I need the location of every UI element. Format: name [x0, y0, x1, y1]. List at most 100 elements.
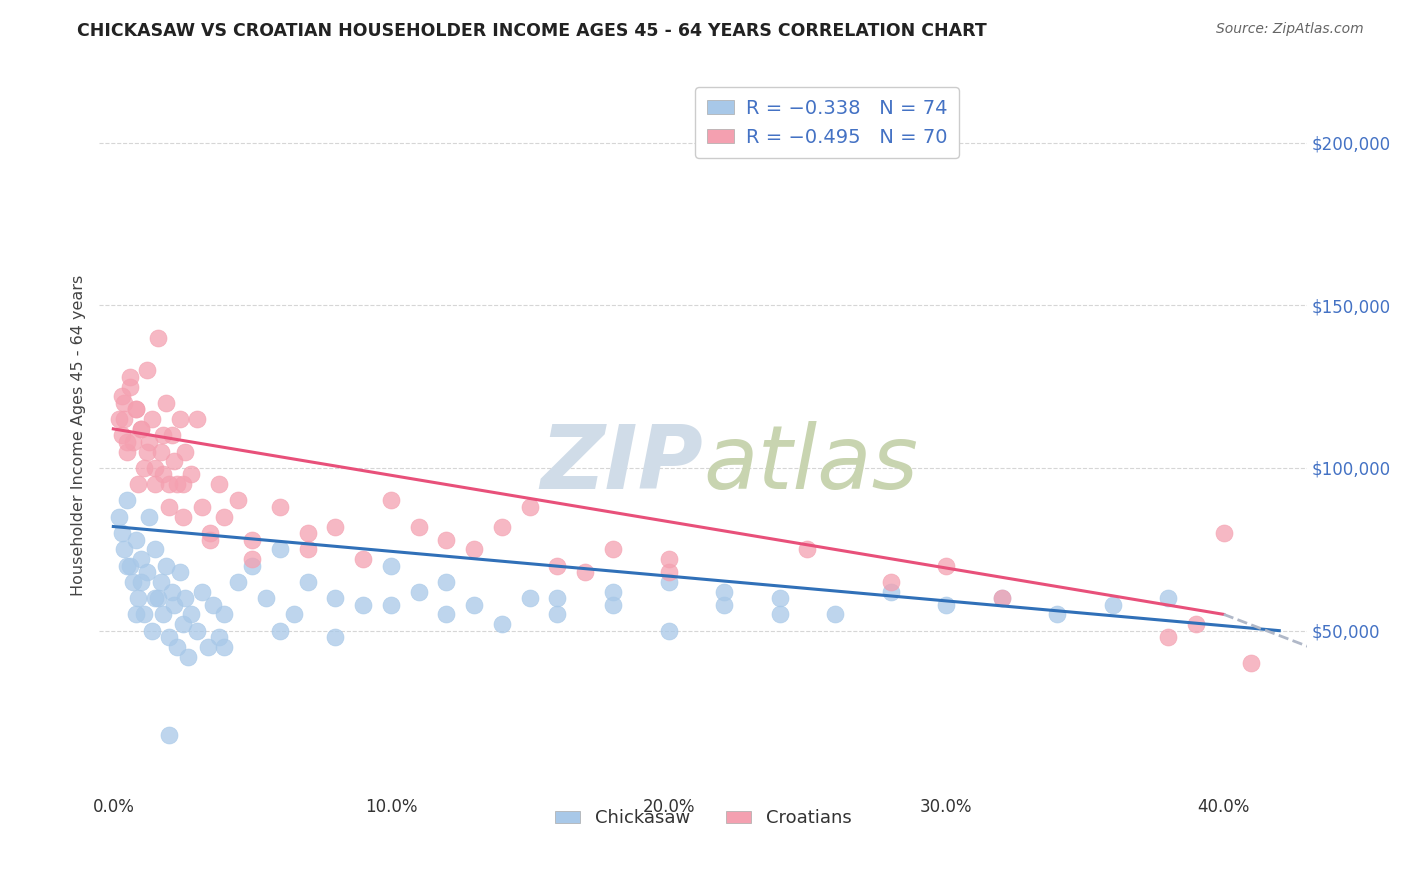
Point	[174, 591, 197, 606]
Point	[132, 607, 155, 622]
Point	[152, 467, 174, 482]
Point	[141, 624, 163, 638]
Point	[121, 434, 143, 449]
Point	[112, 396, 135, 410]
Point	[283, 607, 305, 622]
Point	[574, 565, 596, 579]
Point	[796, 542, 818, 557]
Point	[226, 574, 249, 589]
Y-axis label: Householder Income Ages 45 - 64 years: Householder Income Ages 45 - 64 years	[72, 275, 86, 596]
Point	[143, 542, 166, 557]
Point	[186, 624, 208, 638]
Point	[380, 558, 402, 573]
Point	[197, 640, 219, 654]
Point	[352, 552, 374, 566]
Point	[269, 624, 291, 638]
Point	[935, 598, 957, 612]
Point	[657, 565, 679, 579]
Point	[325, 630, 347, 644]
Point	[436, 533, 458, 547]
Point	[157, 500, 180, 514]
Point	[208, 630, 231, 644]
Point	[1185, 617, 1208, 632]
Point	[115, 493, 138, 508]
Point	[463, 598, 485, 612]
Point	[135, 565, 157, 579]
Point	[519, 591, 541, 606]
Point	[491, 519, 513, 533]
Point	[169, 565, 191, 579]
Point	[200, 526, 222, 541]
Point	[155, 558, 177, 573]
Point	[602, 598, 624, 612]
Point	[149, 574, 172, 589]
Point	[129, 422, 152, 436]
Point	[160, 428, 183, 442]
Point	[602, 542, 624, 557]
Point	[200, 533, 222, 547]
Point	[990, 591, 1012, 606]
Point	[112, 542, 135, 557]
Point	[657, 552, 679, 566]
Point	[254, 591, 277, 606]
Point	[143, 591, 166, 606]
Point	[111, 428, 134, 442]
Point	[297, 574, 319, 589]
Point	[935, 558, 957, 573]
Point	[657, 574, 679, 589]
Point	[138, 509, 160, 524]
Point	[879, 584, 901, 599]
Point	[129, 422, 152, 436]
Point	[141, 412, 163, 426]
Point	[127, 591, 149, 606]
Point	[121, 574, 143, 589]
Point	[657, 624, 679, 638]
Point	[118, 379, 141, 393]
Point	[163, 598, 186, 612]
Point	[146, 331, 169, 345]
Point	[157, 630, 180, 644]
Point	[240, 552, 263, 566]
Point	[436, 607, 458, 622]
Point	[135, 444, 157, 458]
Point	[214, 640, 236, 654]
Point	[879, 574, 901, 589]
Point	[138, 434, 160, 449]
Point	[118, 558, 141, 573]
Legend: Chickasaw, Croatians: Chickasaw, Croatians	[548, 802, 859, 834]
Point	[202, 598, 225, 612]
Point	[160, 584, 183, 599]
Point	[149, 444, 172, 458]
Point	[325, 591, 347, 606]
Point	[1046, 607, 1069, 622]
Point	[519, 500, 541, 514]
Text: ZIP: ZIP	[540, 420, 703, 508]
Point	[547, 591, 569, 606]
Point	[108, 509, 131, 524]
Point	[191, 584, 214, 599]
Point	[152, 607, 174, 622]
Point	[1157, 591, 1180, 606]
Point	[112, 412, 135, 426]
Point	[129, 552, 152, 566]
Point	[172, 617, 194, 632]
Point	[115, 434, 138, 449]
Point	[297, 526, 319, 541]
Point	[713, 598, 735, 612]
Point	[143, 477, 166, 491]
Point	[115, 558, 138, 573]
Point	[352, 598, 374, 612]
Point	[174, 444, 197, 458]
Point	[408, 519, 430, 533]
Point	[214, 509, 236, 524]
Point	[129, 574, 152, 589]
Point	[166, 477, 188, 491]
Point	[169, 412, 191, 426]
Point	[436, 574, 458, 589]
Point	[547, 558, 569, 573]
Point	[547, 607, 569, 622]
Point	[111, 526, 134, 541]
Point	[1101, 598, 1123, 612]
Point	[713, 584, 735, 599]
Point	[226, 493, 249, 508]
